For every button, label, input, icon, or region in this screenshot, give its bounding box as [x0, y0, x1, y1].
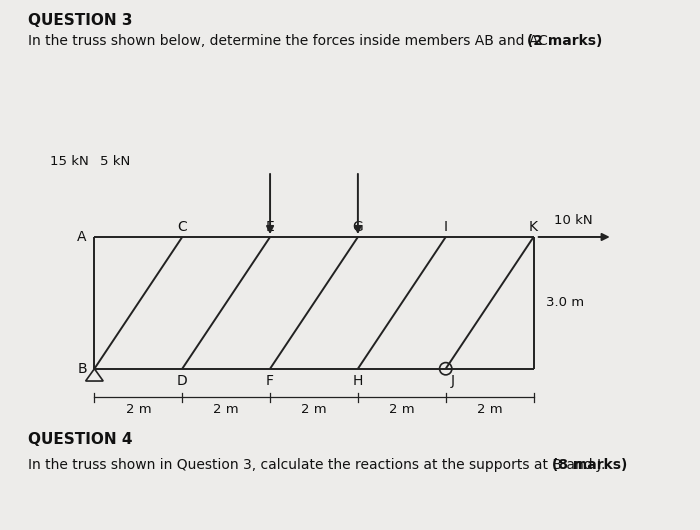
Text: 2 m: 2 m: [214, 403, 239, 416]
Text: (8 marks): (8 marks): [547, 458, 628, 472]
Text: 10 kN: 10 kN: [554, 214, 592, 227]
Text: 2 m: 2 m: [477, 403, 503, 416]
Text: (2 marks): (2 marks): [522, 34, 602, 48]
Text: QUESTION 4: QUESTION 4: [28, 432, 132, 447]
Text: E: E: [266, 220, 274, 234]
Text: 2 m: 2 m: [389, 403, 414, 416]
Text: 15 kN: 15 kN: [50, 155, 89, 167]
Text: In the truss shown in Question 3, calculate the reactions at the supports at B a: In the truss shown in Question 3, calcul…: [28, 458, 606, 472]
Text: 2 m: 2 m: [125, 403, 151, 416]
Text: H: H: [353, 374, 363, 388]
Text: I: I: [444, 220, 448, 234]
Text: In the truss shown below, determine the forces inside members AB and AC.: In the truss shown below, determine the …: [28, 34, 552, 48]
Text: B: B: [77, 362, 87, 376]
Text: J: J: [450, 374, 454, 388]
Text: C: C: [177, 220, 187, 234]
Text: A: A: [78, 230, 87, 244]
Text: 5 kN: 5 kN: [99, 155, 130, 167]
Text: F: F: [266, 374, 274, 388]
Text: D: D: [177, 374, 188, 388]
Text: K: K: [529, 220, 538, 234]
Text: 2 m: 2 m: [301, 403, 327, 416]
Text: QUESTION 3: QUESTION 3: [28, 13, 132, 28]
Text: 3.0 m: 3.0 m: [546, 296, 584, 310]
Text: G: G: [353, 220, 363, 234]
